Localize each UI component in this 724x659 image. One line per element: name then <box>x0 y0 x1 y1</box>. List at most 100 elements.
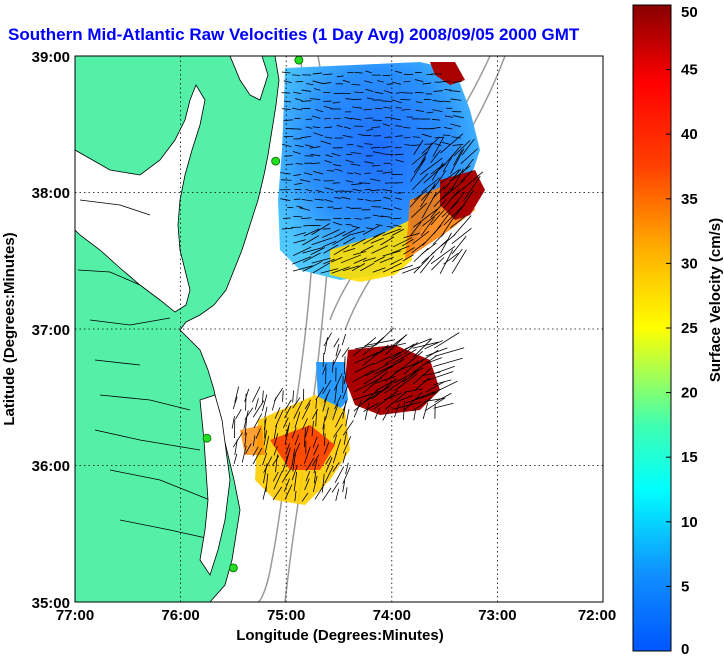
velocity-vector <box>346 206 353 210</box>
velocity-vector <box>353 257 367 264</box>
velocity-vector <box>403 80 411 83</box>
velocity-vector <box>462 171 484 190</box>
velocity-vector <box>251 386 261 403</box>
velocity-vector <box>281 108 291 110</box>
velocity-vector <box>311 162 321 165</box>
velocity-vector <box>294 490 297 502</box>
velocity-vector <box>412 397 432 412</box>
radar-station-marker <box>294 56 304 65</box>
velocity-vector <box>392 343 415 359</box>
velocity-vector <box>460 170 473 183</box>
velocity-vector <box>315 398 318 409</box>
velocity-vector <box>294 144 304 148</box>
velocity-vector <box>334 197 342 199</box>
velocity-vector <box>404 136 411 139</box>
velocity-vector <box>313 179 321 181</box>
velocity-vector <box>412 173 429 191</box>
velocity-vector <box>357 133 365 136</box>
velocity-vector <box>412 136 421 138</box>
velocity-vector <box>363 217 371 219</box>
velocity-vector <box>382 171 393 174</box>
velocity-vector <box>254 398 259 410</box>
chesapeake-bay <box>75 84 206 313</box>
velocity-vector <box>380 236 395 246</box>
velocity-vector <box>301 418 308 430</box>
velocity-vector <box>441 141 451 145</box>
velocity-vector <box>343 372 347 385</box>
velocity-vector <box>431 126 441 130</box>
velocity-vector <box>331 266 350 274</box>
velocity-vector <box>294 411 301 429</box>
velocity-vector <box>304 172 313 176</box>
velocity-vector <box>362 344 389 367</box>
velocity-vector <box>333 231 346 238</box>
velocity-vector <box>284 399 292 411</box>
velocity-vector <box>331 360 334 373</box>
velocity-vector <box>301 492 309 502</box>
velocity-vector <box>333 373 343 391</box>
velocity-vector <box>275 454 278 473</box>
velocity-vector <box>412 354 438 373</box>
velocity-vector <box>315 410 318 427</box>
velocity-vector <box>342 79 351 83</box>
velocity-vector <box>333 423 343 438</box>
velocity-vector <box>322 229 340 238</box>
velocity-vector <box>450 123 462 128</box>
velocity-vector <box>403 247 415 255</box>
velocity-vector <box>372 379 396 400</box>
velocity-vector <box>293 215 303 218</box>
velocity-vector <box>362 225 380 235</box>
velocity-vector <box>315 109 324 113</box>
velocity-vector <box>322 487 332 501</box>
velocity-vector <box>357 198 364 201</box>
velocity-vector <box>420 183 436 208</box>
velocity-vector <box>431 257 445 271</box>
velocity-vector <box>392 237 413 248</box>
velocity-vector <box>392 401 422 410</box>
radar-stations <box>202 56 304 573</box>
velocity-vector <box>365 363 390 377</box>
velocity-vector <box>351 183 362 186</box>
velocity-vector <box>291 465 298 481</box>
velocity-vector <box>382 207 393 211</box>
velocity-vector <box>421 133 432 138</box>
velocity-vector <box>434 392 452 403</box>
velocity-vector <box>373 231 385 238</box>
colorbar-tick-label: 20 <box>681 385 698 402</box>
velocity-vector <box>405 351 424 367</box>
velocity-vector <box>311 421 314 437</box>
velocity-vector <box>232 396 238 410</box>
velocity-vector <box>413 144 421 146</box>
velocity-vector <box>379 256 394 264</box>
radar-station-marker <box>271 156 281 166</box>
velocity-vector <box>381 100 391 102</box>
velocity-vector <box>451 249 467 274</box>
velocity-vector <box>432 185 446 199</box>
colorbar-gradient <box>632 4 672 652</box>
velocity-vector <box>320 140 332 145</box>
velocity-vector <box>344 487 348 499</box>
velocity-vector <box>432 170 447 190</box>
velocity-vector <box>323 105 332 109</box>
velocity-vector <box>374 91 384 95</box>
velocity-vector <box>402 254 414 262</box>
velocity-vector <box>273 471 283 490</box>
velocity-vector <box>292 151 301 155</box>
bathymetry-contours <box>257 56 506 602</box>
velocity-vector <box>292 453 296 472</box>
velocity-vector <box>322 352 325 367</box>
velocity-vector <box>411 241 427 254</box>
velocity-vector <box>312 475 318 493</box>
velocity-vector <box>426 111 434 114</box>
velocity-vector <box>461 138 475 156</box>
velocity-vector <box>370 237 384 244</box>
velocity-vector <box>342 135 353 138</box>
velocity-vector <box>295 163 303 165</box>
velocity-vector <box>414 391 435 400</box>
velocity-vector <box>354 172 362 176</box>
velocity-vector <box>365 199 372 202</box>
velocity-vector <box>284 405 292 419</box>
velocity-vector <box>452 143 464 146</box>
y-tick-label: 37:00 <box>32 322 70 339</box>
velocity-vector <box>309 98 321 101</box>
